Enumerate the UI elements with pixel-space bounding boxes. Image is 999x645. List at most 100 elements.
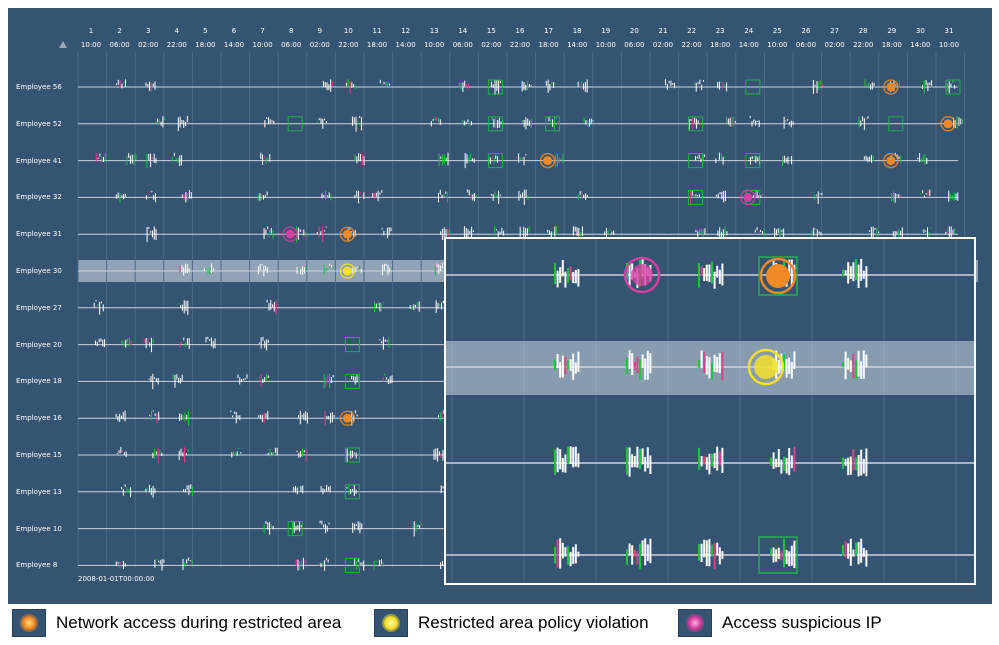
activity-glyph xyxy=(264,117,275,128)
time-label: 14:00 xyxy=(395,41,416,49)
event-box xyxy=(945,79,961,95)
employee-label[interactable]: Employee 20 xyxy=(16,340,62,349)
employee-label[interactable]: Employee 56 xyxy=(16,83,62,91)
day-label: 30 xyxy=(915,27,925,35)
activity-glyph xyxy=(115,79,126,89)
day-label: 14 xyxy=(458,27,468,35)
activity-glyph xyxy=(411,521,422,537)
activity-glyph xyxy=(382,263,393,276)
inset-activity-glyph xyxy=(770,538,796,569)
activity-glyph xyxy=(231,448,242,458)
activity-glyph xyxy=(864,79,875,90)
event-box xyxy=(487,153,503,169)
employee-label[interactable]: Employee 27 xyxy=(16,303,62,312)
activity-glyph xyxy=(177,115,188,131)
activity-glyph xyxy=(352,521,363,534)
time-label: 10:00 xyxy=(424,41,445,49)
activity-glyph xyxy=(318,557,329,571)
day-label: 29 xyxy=(887,27,897,35)
employee-label[interactable]: Employee 41 xyxy=(16,156,62,165)
inset-activity-glyph xyxy=(626,350,652,380)
employee-label[interactable]: Employee 52 xyxy=(16,119,62,128)
event-box xyxy=(745,153,761,169)
activity-glyph xyxy=(494,226,505,238)
activity-glyph xyxy=(381,227,392,239)
time-axis: 10:00 06:00 02:00 22:00 18:00 14:00 10:00 06:00… xyxy=(8,8,992,58)
inset-activity-glyph xyxy=(626,538,652,569)
activity-glyph xyxy=(258,336,269,351)
activity-glyph xyxy=(146,226,157,243)
activity-glyph xyxy=(577,79,588,93)
activity-glyph xyxy=(320,484,331,495)
day-label: 21 xyxy=(658,27,668,35)
activity-glyph xyxy=(296,266,307,275)
activity-glyph xyxy=(145,81,156,92)
activity-glyph xyxy=(297,410,308,425)
activity-glyph xyxy=(152,447,163,464)
activity-glyph xyxy=(148,373,159,390)
legend-label: Restricted area policy violation xyxy=(418,613,649,632)
employee-label[interactable]: Employee 8 xyxy=(16,561,58,570)
event-marker xyxy=(539,152,556,169)
day-label: 8 xyxy=(288,27,294,35)
activity-glyph xyxy=(811,227,822,237)
employee-label[interactable]: Employee 16 xyxy=(16,414,62,423)
activity-glyph xyxy=(373,558,384,571)
activity-glyph xyxy=(783,116,794,129)
activity-glyph xyxy=(258,410,269,423)
employee-label[interactable]: Employee 10 xyxy=(16,524,62,533)
activity-glyph xyxy=(319,520,330,534)
employee-label[interactable]: Employee 13 xyxy=(16,487,62,496)
activity-glyph xyxy=(263,521,274,535)
activity-glyph xyxy=(372,190,383,202)
activity-glyph xyxy=(382,373,393,385)
day-label: 6 xyxy=(231,27,237,35)
activity-glyph xyxy=(178,447,189,464)
activity-glyph xyxy=(354,153,365,166)
activity-glyph xyxy=(321,190,332,201)
employee-label[interactable]: Employee 32 xyxy=(16,193,62,202)
activity-glyph xyxy=(490,190,501,204)
employee-label[interactable]: Employee 30 xyxy=(16,267,62,275)
activity-glyph xyxy=(154,558,165,571)
activity-glyph xyxy=(782,155,793,166)
activity-glyph xyxy=(116,447,127,457)
activity-glyph xyxy=(296,448,307,462)
activity-glyph xyxy=(948,190,959,202)
activity-glyph xyxy=(577,191,588,201)
activity-glyph xyxy=(178,411,189,426)
time-label: 06:00 xyxy=(795,41,817,49)
activity-glyph xyxy=(115,192,126,203)
activity-glyph xyxy=(354,557,365,571)
activity-glyph xyxy=(260,152,271,165)
activity-glyph xyxy=(688,117,699,130)
activity-glyph xyxy=(462,119,473,127)
activity-glyph xyxy=(115,560,126,569)
inset-activity-glyph xyxy=(698,261,724,289)
event-box xyxy=(287,116,303,132)
day-label: 25 xyxy=(772,27,782,35)
event-marker xyxy=(282,226,298,242)
activity-glyph xyxy=(351,115,362,132)
inset-activity-glyph xyxy=(554,260,580,288)
activity-glyph xyxy=(183,484,194,497)
employee-label[interactable]: Employee 31 xyxy=(16,230,62,239)
activity-glyph xyxy=(237,374,248,385)
time-label: 14:00 xyxy=(223,41,245,49)
employee-label[interactable]: Employee 15 xyxy=(16,451,62,459)
event-marker xyxy=(740,189,756,206)
inset-activity-glyph xyxy=(554,351,580,380)
sort-triangle-icon[interactable] xyxy=(59,41,67,48)
activity-glyph xyxy=(145,484,156,498)
day-label: 4 xyxy=(174,27,180,35)
inset-event-marker xyxy=(747,348,785,386)
activity-glyph xyxy=(545,79,556,93)
event-box xyxy=(545,116,561,132)
day-label: 15 xyxy=(486,27,496,35)
employee-label[interactable]: Employee 18 xyxy=(16,377,62,386)
activity-glyph xyxy=(437,189,448,203)
activity-glyph xyxy=(324,410,335,426)
activity-glyph xyxy=(205,336,216,349)
activity-glyph xyxy=(521,81,532,92)
activity-glyph xyxy=(345,79,356,94)
